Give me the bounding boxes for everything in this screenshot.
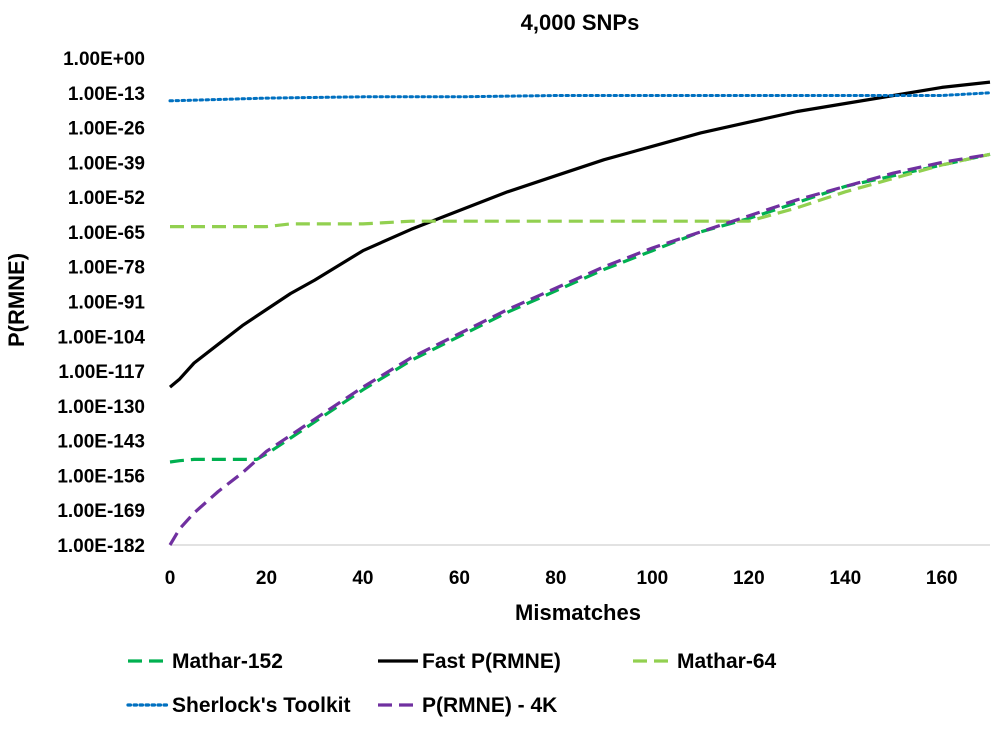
y-tick-label: 1.00E-39 — [68, 153, 145, 174]
series-line-sherlock-s-toolkit — [168, 91, 992, 103]
series-lines — [168, 80, 992, 546]
series-line-p-rmne-4k — [168, 152, 991, 546]
series-line-mathar-152 — [169, 152, 991, 464]
y-tick-label: 1.00E-52 — [68, 188, 145, 209]
y-tick-label: 1.00E-26 — [68, 119, 145, 140]
chart-title: 4,000 SNPs — [521, 10, 640, 35]
legend-label-mathar-64: Mathar-64 — [677, 650, 777, 673]
legend-label-p-rmne-4k: P(RMNE) - 4K — [422, 694, 557, 717]
y-axis-label: P(RMNE) — [4, 253, 29, 347]
x-tick-label: 0 — [165, 568, 176, 589]
y-tick-label: 1.00E+00 — [63, 49, 145, 70]
x-tick-label: 60 — [449, 568, 470, 589]
y-tick-label: 1.00E-143 — [57, 432, 145, 453]
y-tick-label: 1.00E-169 — [57, 501, 145, 522]
series-line-mathar-64 — [170, 152, 991, 229]
legend: Mathar-152 Fast P(RMNE) Mathar-64 Sherlock'… — [126, 650, 777, 717]
legend-label-fast-p-rmne: Fast P(RMNE) — [422, 650, 561, 673]
y-tick-label: 1.00E-130 — [57, 397, 145, 418]
x-tick-label: 140 — [829, 568, 861, 589]
x-axis-ticks: 0 20 40 60 80 100 120 140 160 — [165, 568, 958, 589]
y-tick-label: 1.00E-78 — [68, 258, 145, 279]
x-tick-label: 40 — [352, 568, 373, 589]
y-tick-label: 1.00E-117 — [58, 362, 145, 383]
x-axis-label: Mismatches — [515, 600, 641, 625]
x-tick-label: 80 — [545, 568, 566, 589]
y-tick-label: 1.00E-156 — [57, 466, 145, 487]
y-tick-label: 1.00E-104 — [57, 327, 145, 348]
x-tick-label: 100 — [637, 568, 669, 589]
x-tick-label: 20 — [256, 568, 277, 589]
x-tick-label: 120 — [733, 568, 765, 589]
y-tick-label: 1.00E-91 — [68, 293, 146, 314]
y-tick-label: 1.00E-65 — [68, 223, 146, 244]
y-tick-label: 1.00E-182 — [57, 536, 145, 557]
y-tick-label: 1.00E-13 — [68, 84, 145, 105]
y-axis-ticks: 1.00E+00 1.00E-13 1.00E-26 1.00E-39 1.00E-52… — [57, 49, 145, 557]
series-line-fast-p-rmne — [168, 80, 991, 389]
legend-label-mathar-152: Mathar-152 — [172, 650, 283, 673]
legend-label-sherlock-s-toolkit: Sherlock's Toolkit — [172, 694, 350, 717]
x-tick-label: 160 — [926, 568, 958, 589]
